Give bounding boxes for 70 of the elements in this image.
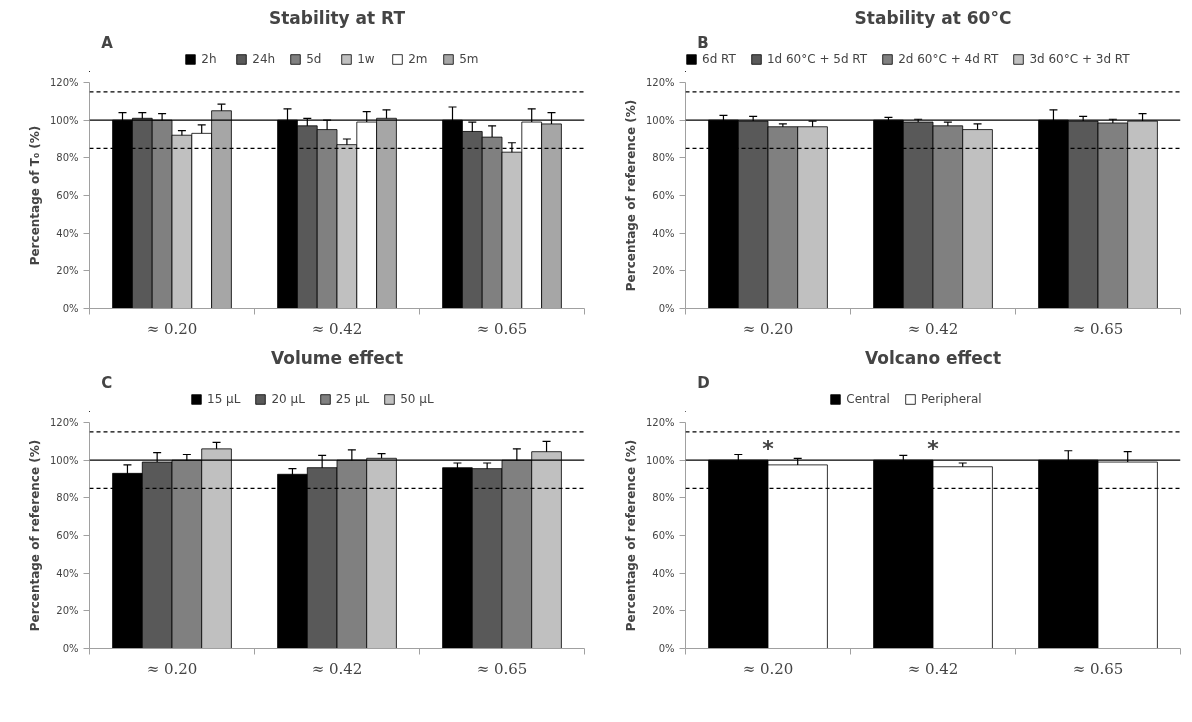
y-axis-title: Percentage of T₀ (%) (27, 125, 42, 266)
legend-label: 15 µL (207, 392, 241, 406)
annotation: * (927, 435, 940, 461)
y-tick-label: 100% (49, 454, 79, 466)
y-tick-label: 80% (652, 492, 675, 504)
y-tick-label: 80% (652, 152, 675, 164)
y-tick-label: 60% (652, 530, 675, 541)
y-axis-title: Percentage of reference (%) (27, 439, 42, 632)
x-tick-label: ≈ 0.20 (742, 659, 794, 678)
y-tick-label: 0% (62, 643, 79, 654)
y-tick-label: 120% (49, 417, 79, 428)
legend-label: 6d RT (702, 52, 736, 66)
legend-label: 50 µL (400, 392, 434, 406)
chart-title: Stability at 60°C (854, 7, 1012, 28)
x-tick-label: ≈ 0.65 (1072, 319, 1124, 338)
y-tick-label: 0% (62, 303, 79, 314)
chart-title: Stability at RT (268, 7, 406, 28)
y-tick-label: 100% (49, 114, 79, 126)
x-tick-label: ≈ 0.42 (311, 659, 363, 678)
x-tick-label: ≈ 0.20 (146, 659, 198, 678)
legend-label: 2h (201, 52, 218, 66)
x-tick-label: ≈ 0.42 (907, 319, 959, 338)
y-tick-label: 0% (658, 303, 675, 314)
y-tick-label: 20% (56, 265, 79, 277)
y-tick-label: 120% (49, 77, 79, 88)
x-tick-label: ≈ 0.65 (476, 319, 528, 338)
y-tick-label: 100% (645, 114, 675, 126)
legend-label: Peripheral (920, 392, 982, 406)
legend-label: 1d 60°C + 5d RT (766, 52, 868, 66)
y-tick-label: 60% (56, 530, 79, 541)
legend-label: Central (846, 392, 890, 406)
y-tick-label: 120% (645, 417, 675, 428)
y-tick-label: 40% (56, 227, 79, 239)
x-tick-label: ≈ 0.42 (907, 659, 959, 678)
y-tick-label: 40% (652, 227, 675, 239)
y-tick-label: 120% (645, 77, 675, 88)
x-tick-label: ≈ 0.65 (1072, 659, 1124, 678)
y-tick-label: 20% (56, 605, 79, 617)
y-tick-label: 40% (56, 567, 79, 579)
legend-label: 5d (306, 52, 323, 66)
y-tick-label: 100% (645, 454, 675, 466)
y-tick-label: 0% (658, 643, 675, 654)
legend-label: 25 µL (335, 392, 370, 406)
y-axis-title: Percentage of reference (%) (623, 439, 638, 632)
text: D (697, 373, 710, 392)
legend-label: 24h (252, 52, 276, 66)
y-tick-label: 20% (652, 265, 675, 277)
legend-label: 1w (357, 52, 376, 66)
x-tick-label: ≈ 0.20 (146, 319, 198, 338)
legend-label: 2m (408, 52, 429, 66)
y-tick-label: 40% (652, 567, 675, 579)
chart-title: Volcano effect (864, 347, 1002, 368)
legend-label: 2d 60°C + 4d RT (898, 52, 999, 66)
legend-label: 3d 60°C + 3d RT (1029, 52, 1130, 66)
x-tick-label: ≈ 0.65 (476, 659, 528, 678)
legend-label: 5m (459, 52, 480, 66)
legend-label: 20 µL (271, 392, 305, 406)
y-tick-label: 80% (56, 152, 79, 164)
text: C (101, 373, 113, 392)
chart-title: Volume effect (270, 347, 404, 368)
y-axis-title: Percentage of reference (%) (623, 99, 638, 292)
y-tick-label: 20% (652, 605, 675, 617)
y-tick-label: 80% (56, 492, 79, 504)
x-tick-label: ≈ 0.20 (742, 319, 794, 338)
y-tick-label: 60% (652, 190, 675, 201)
text: A (101, 33, 114, 52)
y-tick-label: 60% (56, 190, 79, 201)
text: B (697, 33, 709, 52)
x-tick-label: ≈ 0.42 (311, 319, 363, 338)
annotation: * (762, 435, 775, 461)
